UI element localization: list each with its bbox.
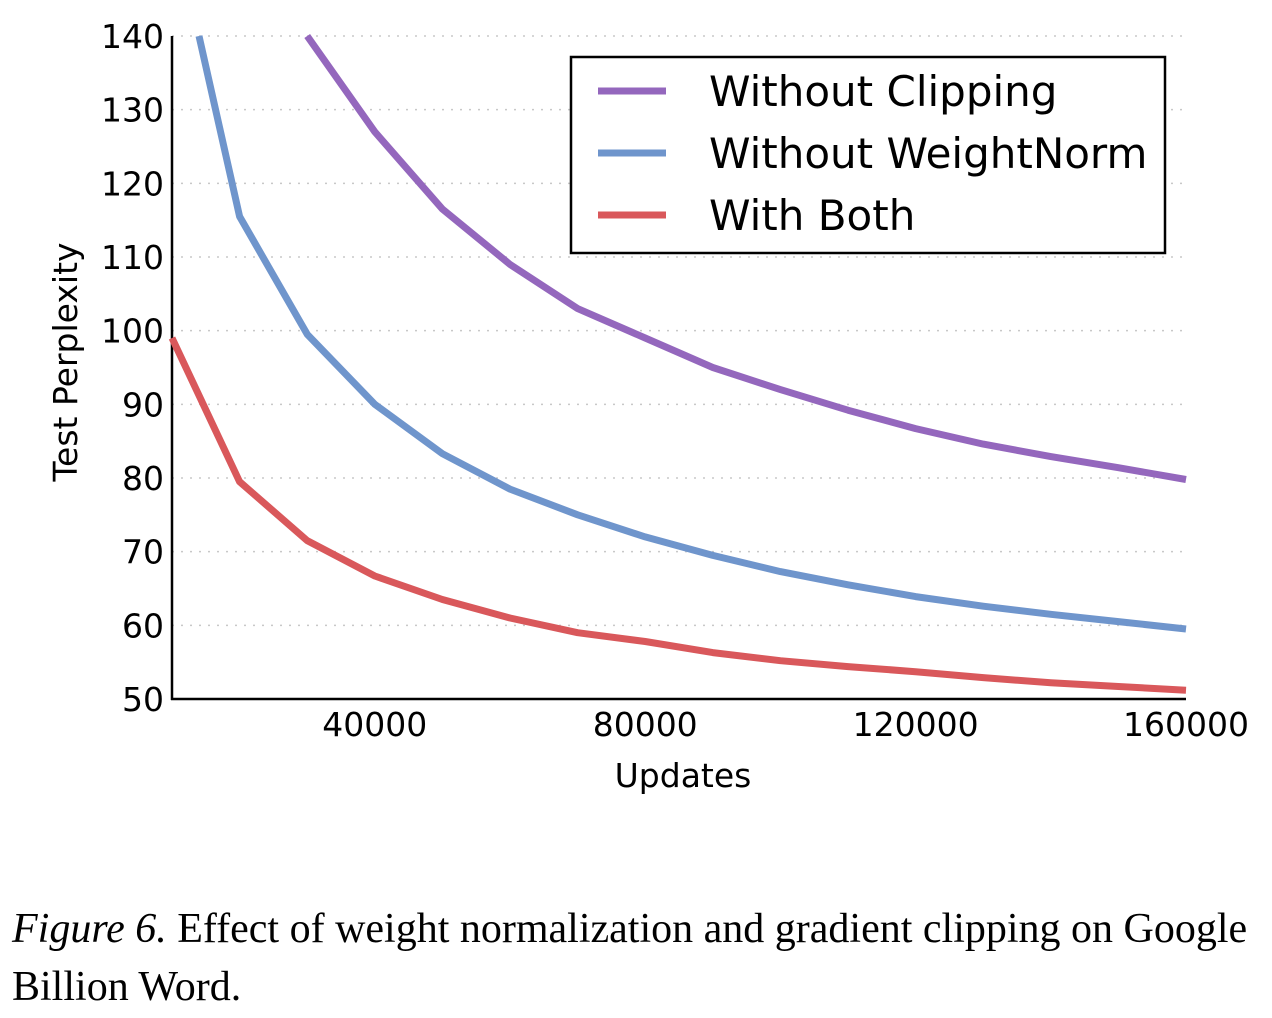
series-line-2 xyxy=(195,35,1187,633)
series-line-3 xyxy=(168,336,1187,694)
legend-label-3: With Both xyxy=(709,191,915,240)
y-tick-label-120: 120 xyxy=(101,164,164,203)
legend-label-1: Without Clipping xyxy=(709,67,1057,116)
legend-items: Without Clipping Without WeightNorm With B… xyxy=(598,67,1147,240)
y-tick-label-70: 70 xyxy=(122,533,164,572)
y-tick-label-110: 110 xyxy=(101,238,164,277)
caption-text: Effect of weight normalization and gradi… xyxy=(12,906,1248,1010)
series-line-1 xyxy=(304,33,1187,483)
x-tick-label-80000: 80000 xyxy=(593,705,698,744)
y-axis-title: Test Perplexity xyxy=(46,242,85,482)
y-tick-label-130: 130 xyxy=(101,91,164,130)
y-tick-label-100: 100 xyxy=(101,312,164,351)
figure-label: Figure 6. xyxy=(12,906,167,952)
legend-label-2: Without WeightNorm xyxy=(709,129,1147,178)
x-axis-title: Updates xyxy=(615,756,752,795)
legend-box xyxy=(569,55,1167,255)
figure-caption: Figure 6. Effect of weight normalization… xyxy=(12,900,1262,1016)
x-tick-label-120000: 120000 xyxy=(853,705,979,744)
axes xyxy=(170,36,1186,701)
line-chart: 50 60 70 80 90 100 110 120 130 140 40000 80000 1200… xyxy=(46,17,1249,795)
y-tick-label-90: 90 xyxy=(122,385,164,424)
y-tick-label-60: 60 xyxy=(122,606,164,645)
y-tick-label-50: 50 xyxy=(122,680,164,719)
y-tick-label-80: 80 xyxy=(122,459,164,498)
x-tick-label-160000: 160000 xyxy=(1123,705,1249,744)
x-tick-labels: 40000 80000 120000 160000 xyxy=(322,705,1249,744)
x-tick-label-40000: 40000 xyxy=(322,705,427,744)
y-tick-label-140: 140 xyxy=(101,17,164,56)
series-lines xyxy=(168,33,1187,694)
legend: Without Clipping Without WeightNorm With B… xyxy=(569,55,1167,255)
y-tick-labels: 50 60 70 80 90 100 110 120 130 140 xyxy=(101,17,164,719)
